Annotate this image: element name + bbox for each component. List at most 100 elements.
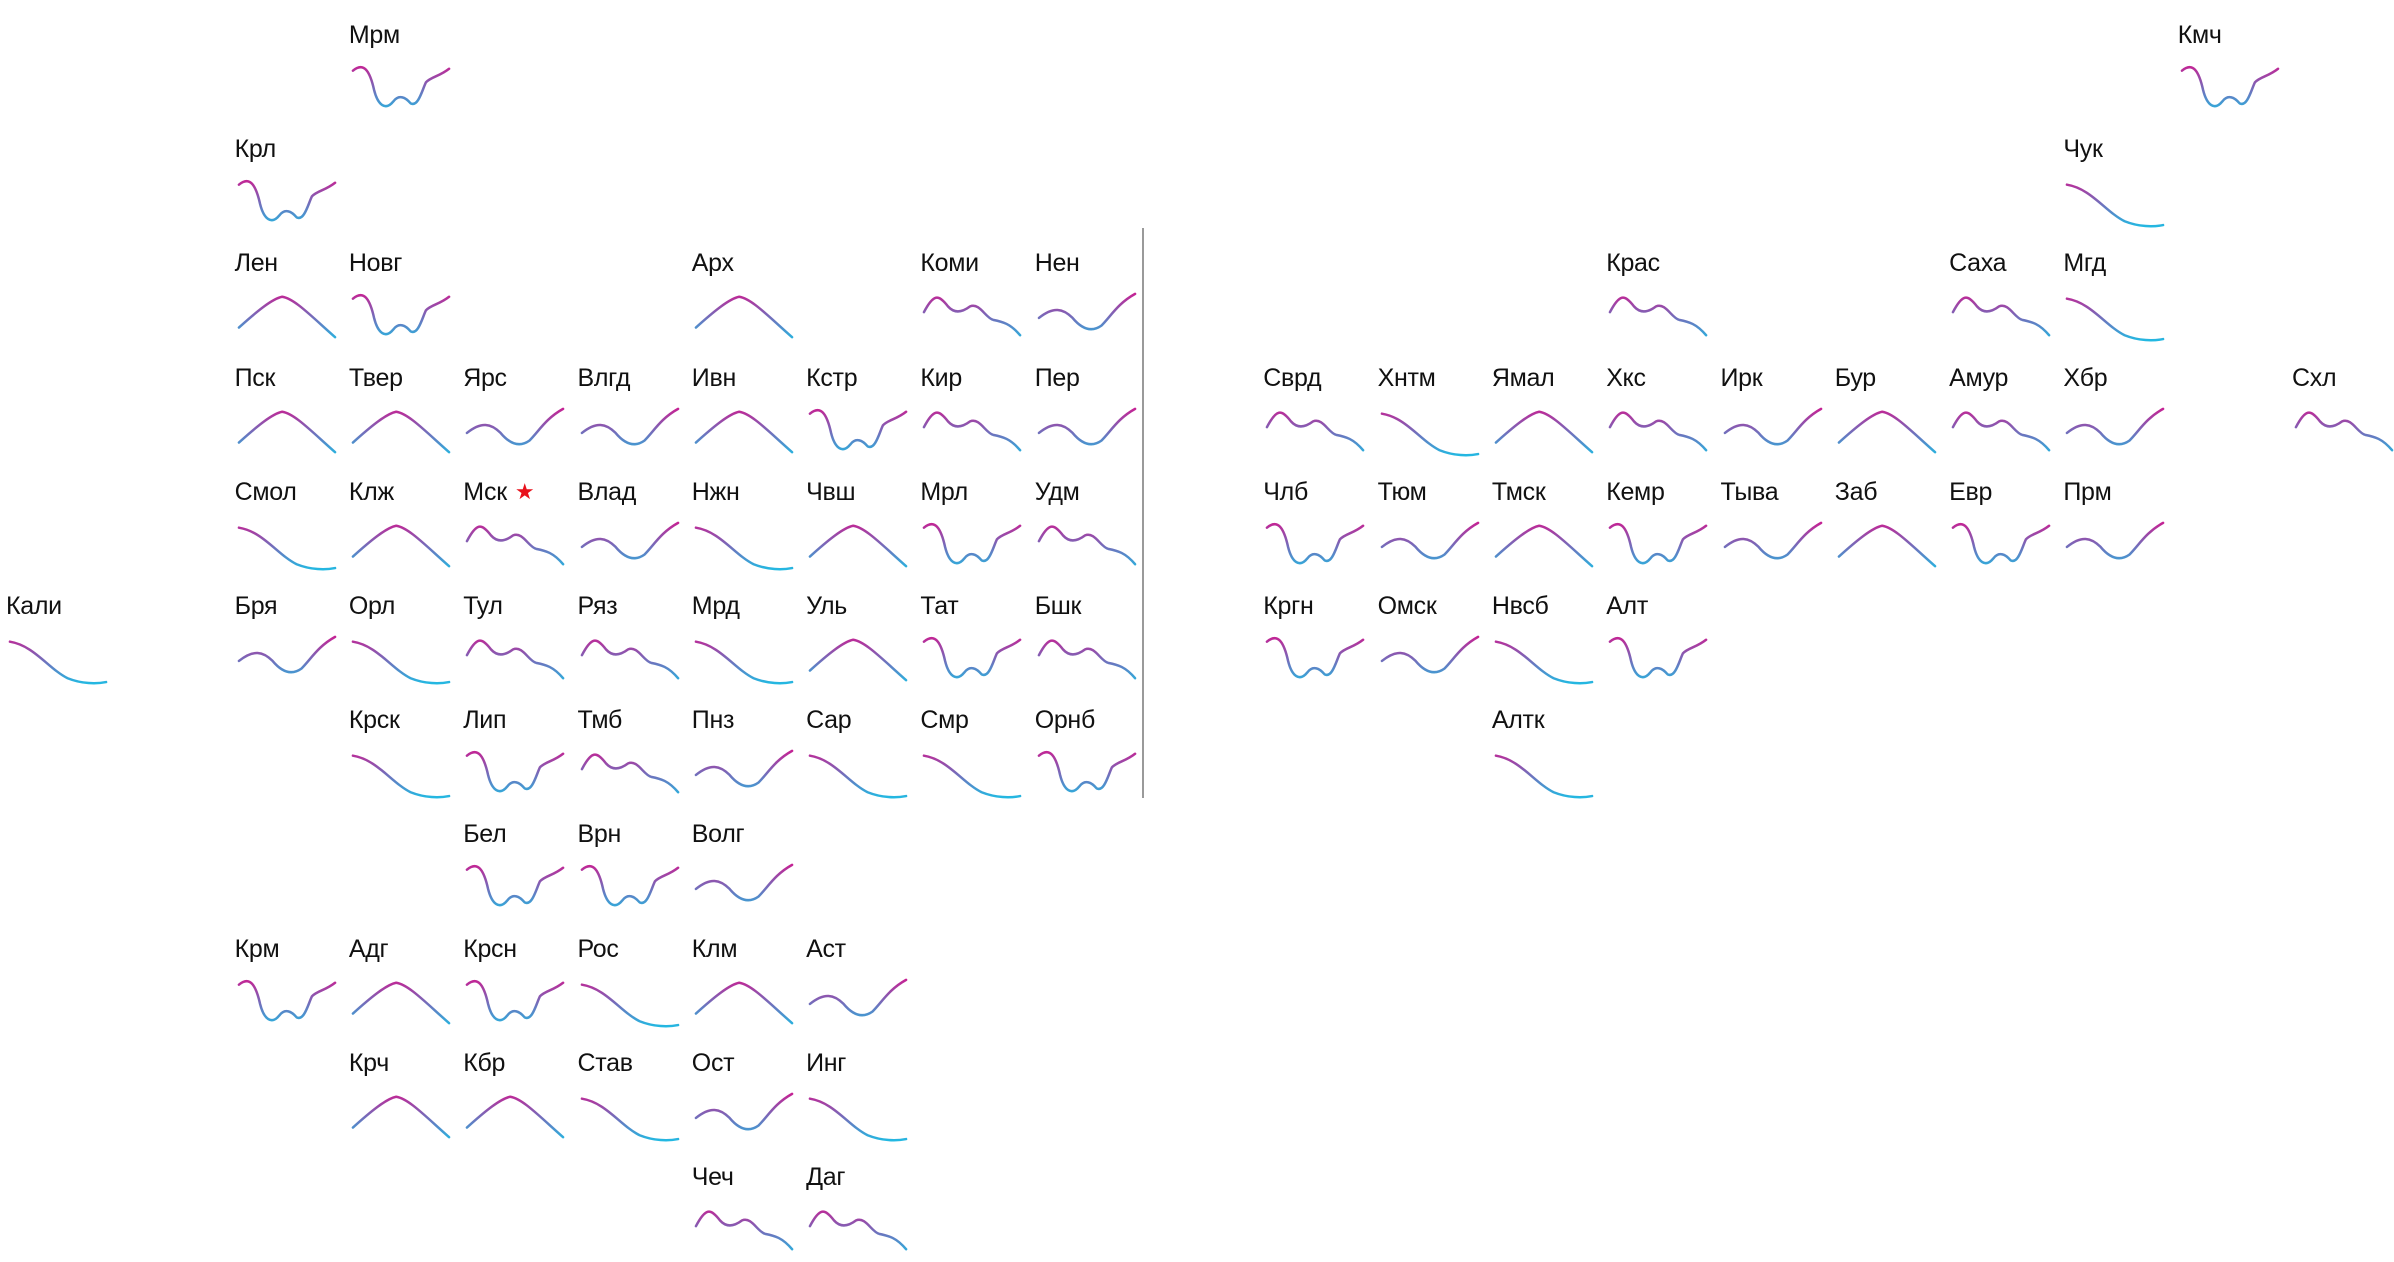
- region-label: Пск: [235, 363, 276, 393]
- region-label: Влгд: [578, 363, 631, 393]
- region-tile: Мгд: [2063, 248, 2173, 348]
- region-tile: Коми: [920, 248, 1030, 348]
- region-label: Сар: [806, 705, 852, 735]
- trend-sparkline: [351, 65, 451, 108]
- trend-line: [694, 981, 794, 1024]
- trend-line: [808, 1210, 908, 1251]
- trend-line: [465, 639, 565, 680]
- region-tile: Мрд: [692, 591, 802, 691]
- region-name: Пск: [234, 363, 276, 392]
- trend-sparkline: [237, 295, 336, 339]
- region-label: Нвсб: [1492, 591, 1549, 621]
- trend-line: [923, 411, 1022, 452]
- region-name: Сврд: [1263, 363, 1322, 392]
- region-name: Омск: [1377, 592, 1437, 620]
- region-label: Кали: [6, 591, 62, 621]
- region-tile: Хнтм: [1378, 363, 1488, 463]
- region-label: Омск: [1378, 591, 1437, 621]
- region-label: Новг: [349, 248, 402, 278]
- region-tile: Схл: [2292, 363, 2394, 463]
- region-name: Бел: [463, 820, 507, 849]
- region-label: Волг: [692, 819, 745, 849]
- region-tile: Крсн: [463, 934, 573, 1034]
- trend-sparkline: [923, 636, 1022, 679]
- trend-sparkline: [351, 524, 451, 568]
- region-tile: Волг: [692, 819, 802, 919]
- trend-sparkline: [237, 180, 336, 222]
- trend-line: [808, 638, 908, 682]
- region-label: Адг: [349, 934, 389, 964]
- trend-sparkline: [694, 1092, 794, 1131]
- region-label: Нжн: [692, 477, 740, 507]
- region-tile: Кир: [920, 363, 1030, 463]
- region-tile: Бшк: [1035, 591, 1145, 691]
- trend-sparkline: [694, 864, 794, 902]
- region-tile: Бря: [235, 591, 345, 691]
- region-tile: Алтк: [1492, 705, 1602, 805]
- region-label: Тмск: [1492, 477, 1546, 507]
- trend-sparkline: [808, 1097, 908, 1142]
- region-tile: Бел: [463, 819, 573, 919]
- region-name: Ряз: [577, 592, 618, 620]
- region-tile: Влгд: [578, 363, 688, 463]
- region-tile: Кргн: [1263, 591, 1373, 691]
- region-tile: Мрл: [920, 477, 1030, 577]
- region-label: Бел: [463, 819, 506, 849]
- trend-line: [2066, 297, 2165, 342]
- trend-line: [2066, 183, 2165, 228]
- trend-line: [694, 410, 794, 453]
- region-tile: Саха: [1949, 248, 2059, 348]
- trend-sparkline: [580, 639, 679, 680]
- trend-sparkline: [1494, 410, 1594, 453]
- region-name: Алтк: [1491, 706, 1545, 735]
- trend-sparkline: [580, 865, 679, 907]
- trend-sparkline: [1951, 411, 2051, 452]
- region-name: Бря: [234, 592, 278, 620]
- region-label: Коми: [920, 248, 979, 278]
- trend-sparkline: [1037, 639, 1137, 680]
- region-name: Кали: [6, 592, 62, 620]
- trend-sparkline: [465, 865, 565, 907]
- trend-sparkline: [351, 981, 451, 1024]
- trend-line: [1265, 411, 1365, 452]
- region-name: Евр: [1949, 477, 1993, 506]
- region-label: Влад: [578, 477, 637, 507]
- trend-line: [580, 753, 679, 794]
- region-name: Даг: [806, 1163, 846, 1191]
- region-tile: Нен: [1035, 248, 1145, 348]
- trend-line: [2066, 521, 2165, 560]
- region-label: Хбр: [2063, 363, 2107, 393]
- trend-sparkline: [580, 983, 679, 1028]
- region-label: Крск: [349, 705, 400, 735]
- region-label: Крас: [1606, 248, 1660, 278]
- region-name: Твер: [348, 363, 403, 392]
- region-label: Клж: [349, 477, 394, 507]
- region-name: Мск: [463, 477, 507, 506]
- region-name: Смол: [234, 477, 297, 506]
- region-tile: Кмч: [2178, 20, 2288, 120]
- trend-sparkline: [1494, 640, 1594, 685]
- region-name: Бшк: [1034, 592, 1082, 620]
- trend-sparkline: [465, 525, 565, 566]
- region-label: Тмб: [578, 705, 623, 735]
- trend-line: [580, 865, 679, 907]
- trend-sparkline: [1951, 522, 2051, 565]
- trend-line: [465, 865, 565, 907]
- region-label: Врн: [578, 819, 622, 849]
- trend-line: [237, 180, 336, 222]
- region-name: Чвш: [806, 477, 856, 506]
- region-tile: Ост: [692, 1048, 802, 1148]
- trend-sparkline: [2066, 407, 2165, 446]
- trend-line: [1608, 411, 1708, 452]
- trend-sparkline: [923, 754, 1022, 799]
- region-tile: Даг: [806, 1162, 916, 1262]
- trend-line: [2066, 407, 2165, 446]
- trend-sparkline: [1608, 636, 1708, 679]
- trend-sparkline: [237, 410, 336, 453]
- trend-sparkline: [1380, 412, 1479, 457]
- trend-line: [1723, 407, 1822, 446]
- trend-sparkline: [580, 1097, 679, 1142]
- region-tile: Евр: [1949, 477, 2059, 577]
- region-name: Крас: [1606, 249, 1660, 278]
- region-name: Нен: [1034, 249, 1080, 278]
